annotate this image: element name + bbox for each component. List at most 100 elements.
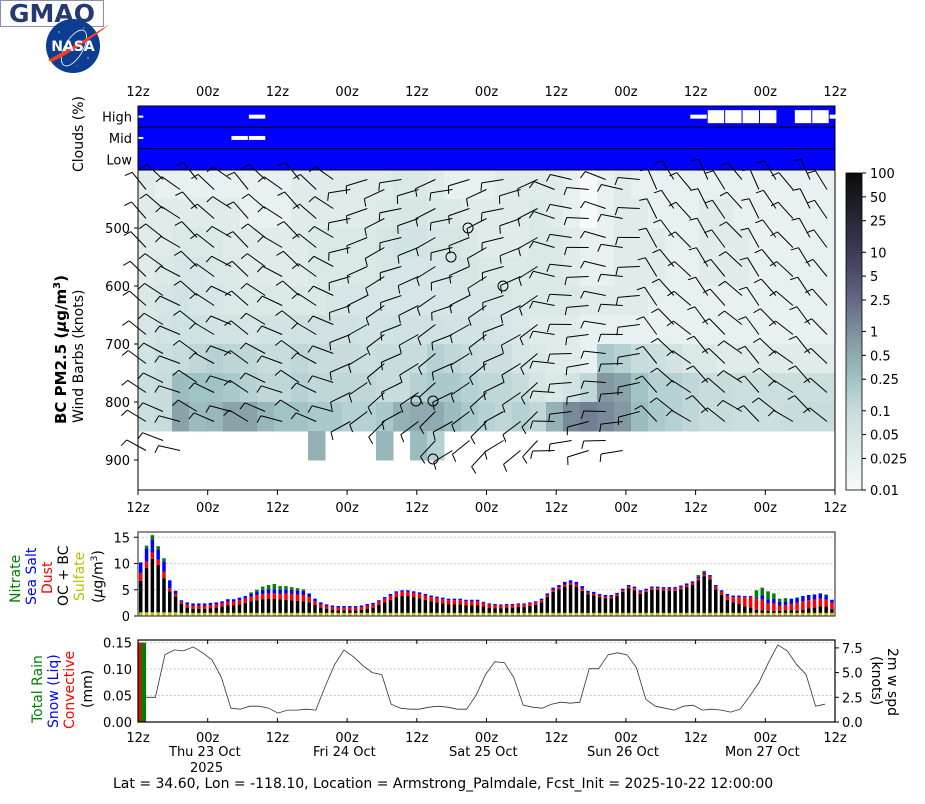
wind-barb-feather xyxy=(564,247,568,256)
wind-barb xyxy=(415,208,436,220)
cloud-segment xyxy=(138,115,144,118)
heatmap-cell xyxy=(818,402,836,432)
aerosol-bar-oc-bc xyxy=(278,599,282,613)
wind-barb-feather xyxy=(563,217,568,226)
aerosol-bar-sea-salt xyxy=(185,602,189,605)
wind-barb xyxy=(283,221,300,238)
wind-barb xyxy=(798,247,811,267)
heatmap-cell xyxy=(240,257,258,287)
heatmap-cell xyxy=(291,257,309,287)
wind-barb xyxy=(501,363,521,376)
wind-barb-feather xyxy=(636,286,645,291)
top-time-tick-label: 12z xyxy=(126,85,150,100)
aerosol-bar-sulfate xyxy=(295,612,300,616)
wind-barb-feather xyxy=(155,206,162,213)
aerosol-bar-sea-salt xyxy=(830,599,834,603)
wind-barb-feather xyxy=(364,228,367,237)
wind-speed-line xyxy=(146,644,826,714)
wind-barb xyxy=(233,172,249,190)
wind-barb-feather xyxy=(687,306,695,311)
heatmap-cell xyxy=(376,431,394,461)
wind-barb xyxy=(282,280,300,296)
wind-barb xyxy=(432,363,453,373)
aerosol-bar-sea-salt xyxy=(748,596,753,598)
cloud-segment xyxy=(829,114,847,119)
wind-barb xyxy=(431,276,453,284)
wind-speed-ylabel: 2m w spd xyxy=(884,648,900,716)
wind-barb xyxy=(550,173,572,180)
wind-barb xyxy=(617,353,640,358)
wind-barb-feather xyxy=(205,255,213,263)
wind-barb-feather xyxy=(704,229,712,234)
aerosol-bar-oc-bc xyxy=(592,595,596,613)
wind-barb xyxy=(263,206,283,219)
wind-barb-feather xyxy=(346,275,350,284)
colorbar-tick-label: 0.01 xyxy=(870,484,899,499)
aerosol-bar-dust xyxy=(377,601,381,605)
wind-barb-feather xyxy=(614,177,619,186)
aerosol-bar-oc-bc xyxy=(806,608,811,613)
aerosol-bar-sulfate xyxy=(551,612,555,616)
wind-barb-feather xyxy=(307,285,314,293)
aerosol-bar-sulfate xyxy=(743,612,747,616)
wind-barb xyxy=(723,340,743,354)
wind-barb xyxy=(499,218,521,227)
wind-barb-feather xyxy=(307,345,314,353)
wind-barb-feather xyxy=(804,288,813,294)
wind-barb xyxy=(146,193,164,209)
cloud-segment xyxy=(231,135,248,140)
aerosol-bar-sulfate xyxy=(783,612,788,616)
wind-barb xyxy=(397,218,419,227)
heatmap-cell xyxy=(529,257,547,287)
wind-barb xyxy=(583,350,606,354)
aerosol-bar-oc-bc xyxy=(458,604,462,613)
aerosol-bar-sulfate xyxy=(533,612,538,616)
wind-barb-feather xyxy=(522,456,528,464)
wind-barb-feather xyxy=(226,201,234,206)
heatmap-cell xyxy=(427,286,445,316)
wind-barb-feather xyxy=(291,352,298,360)
aerosol-bar-sea-salt xyxy=(417,592,422,594)
aerosol-bar-sea-salt xyxy=(731,595,735,598)
heatmap-cell xyxy=(563,228,581,258)
wind-barb-feather xyxy=(482,332,485,341)
aerosol-bar-oc-bc xyxy=(202,608,207,613)
heatmap-cell xyxy=(580,257,598,287)
heatmap-cell xyxy=(172,257,190,287)
wind-barb-feather xyxy=(667,261,675,267)
aerosol-bar-oc-bc xyxy=(435,602,439,613)
wind-barb-feather xyxy=(599,424,602,433)
heatmap-cell xyxy=(172,170,190,200)
wind-barb-feather xyxy=(256,295,263,303)
heatmap-cell xyxy=(750,373,768,403)
footer-info: Lat = 34.60, Lon = -118.10, Location = A… xyxy=(113,776,774,792)
aerosol-bar-sulfate xyxy=(394,612,399,616)
aerosol-bar-sulfate xyxy=(162,612,166,616)
aerosol-bar-sulfate xyxy=(522,612,526,616)
heatmap-cell xyxy=(495,315,513,345)
heatmap-cell xyxy=(614,170,632,200)
legend-sulfate: Sulfate xyxy=(72,551,88,601)
wind-barb-feather xyxy=(138,283,145,290)
wind-barb-feather xyxy=(172,340,180,346)
wind-barb xyxy=(297,293,317,306)
cloud-segment xyxy=(248,114,266,119)
aerosol-bar-sulfate xyxy=(330,612,335,616)
heatmap-cell xyxy=(444,315,462,345)
wind-barb xyxy=(380,324,402,333)
aerosol-bar-dust xyxy=(818,598,823,607)
aerosol-bar-sulfate xyxy=(597,612,602,616)
aerosol-bar-sulfate xyxy=(301,612,306,616)
heatmap-cell xyxy=(767,286,785,316)
wind-barb xyxy=(365,247,385,259)
calm-wind-circle xyxy=(497,280,509,292)
aerosol-bar-sulfate xyxy=(499,612,503,616)
wind-barb xyxy=(814,200,828,219)
heatmap-cell xyxy=(223,402,241,432)
aerosol-bar-dust xyxy=(255,595,259,601)
aerosol-bar-sea-salt xyxy=(139,562,143,573)
wind-barb-feather xyxy=(256,415,262,423)
heatmap-cell xyxy=(155,199,173,229)
heatmap-cell xyxy=(291,344,309,374)
wind-barb xyxy=(763,190,777,209)
